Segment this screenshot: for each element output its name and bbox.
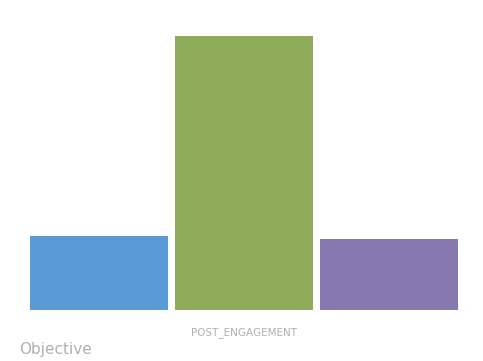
Bar <box>175 36 313 310</box>
Bar <box>320 239 458 310</box>
Text: POST_ENGAGEMENT: POST_ENGAGEMENT <box>191 327 297 338</box>
Bar <box>30 236 168 310</box>
Text: Objective: Objective <box>19 342 92 357</box>
